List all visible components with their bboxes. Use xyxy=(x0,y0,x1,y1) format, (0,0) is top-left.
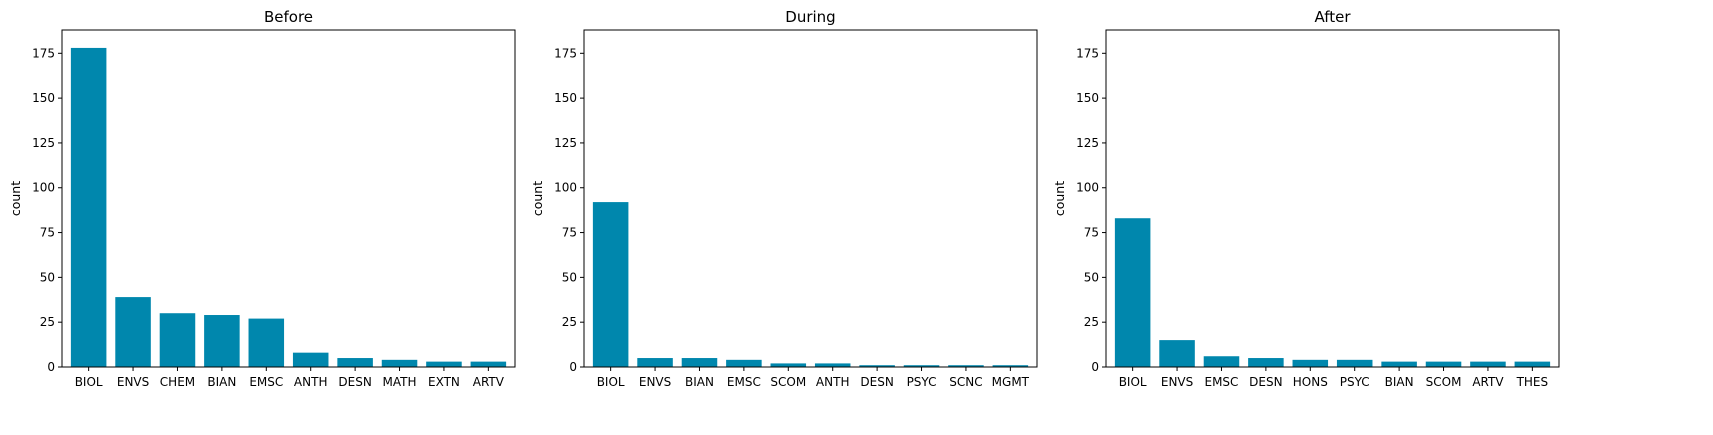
x-tick-label: MGMT xyxy=(992,375,1030,389)
y-tick-label: 175 xyxy=(32,46,55,60)
x-tick-label: ARTV xyxy=(1472,375,1504,389)
bar-desn xyxy=(337,358,373,367)
x-tick-label: ANTH xyxy=(294,375,328,389)
bar-extn xyxy=(426,361,462,367)
y-tick-label: 0 xyxy=(569,360,577,374)
x-tick-label: EXTN xyxy=(428,375,460,389)
x-tick-label: PSYC xyxy=(907,375,937,389)
x-tick-label: BIOL xyxy=(75,375,103,389)
chart-panel-during: 0 25 50 75 100 125 150 175 BIOL ENVS BIAN EMSC SCOM A… xyxy=(530,8,1038,389)
bar-biol xyxy=(70,47,107,368)
chart-panel-after: 0 25 50 75 100 125 150 175 BIOL ENVS EMSC DESN HONS P… xyxy=(1052,8,1560,389)
x-tick-label: PSYC xyxy=(1340,375,1370,389)
bar-math xyxy=(381,359,418,367)
y-tick-label: 25 xyxy=(1084,315,1099,329)
axes-frame xyxy=(583,29,1038,368)
y-tick-label: 125 xyxy=(1076,136,1099,150)
x-tick-label: ENVS xyxy=(117,375,149,389)
bar-bian xyxy=(681,358,718,367)
x-tick-label: HONS xyxy=(1293,375,1328,389)
x-tick-label: CHEM xyxy=(160,375,195,389)
y-axis-label: count xyxy=(1052,181,1067,216)
y-tick-label: 25 xyxy=(562,315,577,329)
x-tick-label: EMSC xyxy=(249,375,283,389)
bar-bian xyxy=(1381,361,1417,367)
x-tick-label: ENVS xyxy=(1161,375,1193,389)
bar-bian xyxy=(204,315,240,367)
bar-psyc xyxy=(1336,359,1373,367)
y-tick-label: 175 xyxy=(554,46,577,60)
y-tick-label: 0 xyxy=(1091,360,1099,374)
chart-panel-before: 0 25 50 75 100 125 150 175 BIOL ENVS CHEM BIAN EMSC A… xyxy=(8,8,516,389)
bar-biol xyxy=(1114,218,1151,367)
bar-scom xyxy=(770,363,807,367)
y-tick-label: 25 xyxy=(40,315,55,329)
axes-frame xyxy=(61,29,516,368)
x-tick-label: DESN xyxy=(338,375,371,389)
x-tick-label: MATH xyxy=(383,375,417,389)
bar-envs xyxy=(1159,340,1195,367)
bar-desn xyxy=(1248,358,1284,367)
y-tick-label: 125 xyxy=(32,136,55,150)
chart-title: After xyxy=(1314,8,1351,26)
y-tick-label: 150 xyxy=(32,91,55,105)
bar-biol xyxy=(592,202,629,367)
y-tick-label: 75 xyxy=(40,226,55,240)
y-tick-label: 75 xyxy=(1084,226,1099,240)
bar-psyc xyxy=(903,365,940,367)
bar-scom xyxy=(1425,361,1462,367)
x-tick-label: ANTH xyxy=(816,375,850,389)
y-tick-label: 150 xyxy=(554,91,577,105)
y-tick-label: 150 xyxy=(1076,91,1099,105)
x-tick-label: BIOL xyxy=(1119,375,1147,389)
bar-desn xyxy=(859,365,895,367)
bar-anth xyxy=(292,352,329,367)
x-tick-label: DESN xyxy=(860,375,893,389)
bar-emsc xyxy=(1203,356,1240,367)
bar-anth xyxy=(814,363,851,367)
bar-scnc xyxy=(948,365,984,367)
bar-artv xyxy=(1470,361,1506,367)
y-tick-label: 125 xyxy=(554,136,577,150)
x-tick-label: BIAN xyxy=(1385,375,1414,389)
y-tick-label: 100 xyxy=(32,181,55,195)
bar-emsc xyxy=(248,318,285,367)
x-tick-label: EMSC xyxy=(1205,375,1239,389)
bar-envs xyxy=(115,297,151,367)
y-tick-label: 100 xyxy=(1076,181,1099,195)
x-tick-label: SCOM xyxy=(770,375,806,389)
x-tick-label: THES xyxy=(1516,375,1549,389)
y-tick-label: 0 xyxy=(47,360,55,374)
y-tick-label: 75 xyxy=(562,226,577,240)
y-tick-label: 50 xyxy=(562,270,577,284)
x-tick-label: ENVS xyxy=(639,375,671,389)
chart-title: Before xyxy=(264,8,313,26)
bar-thes xyxy=(1514,361,1551,367)
bar-chem xyxy=(159,313,196,367)
x-tick-label: BIOL xyxy=(597,375,625,389)
bar-mgmt xyxy=(992,365,1029,367)
y-axis-label: count xyxy=(8,181,23,216)
chart-title: During xyxy=(785,8,835,26)
bar-artv xyxy=(470,361,507,367)
bar-envs xyxy=(637,358,673,367)
x-tick-label: DESN xyxy=(1249,375,1282,389)
x-tick-label: BIAN xyxy=(685,375,714,389)
x-tick-label: SCOM xyxy=(1426,375,1462,389)
x-tick-label: BIAN xyxy=(207,375,236,389)
x-tick-label: EMSC xyxy=(727,375,761,389)
x-tick-label: ARTV xyxy=(473,375,505,389)
y-tick-label: 175 xyxy=(1076,46,1099,60)
y-tick-label: 50 xyxy=(1084,270,1099,284)
axes-frame xyxy=(1105,29,1560,368)
y-tick-label: 100 xyxy=(554,181,577,195)
y-tick-label: 50 xyxy=(40,270,55,284)
bar-emsc xyxy=(726,359,762,367)
bar-hons xyxy=(1292,359,1329,367)
x-tick-label: SCNC xyxy=(949,375,982,389)
y-axis-label: count xyxy=(530,181,545,216)
